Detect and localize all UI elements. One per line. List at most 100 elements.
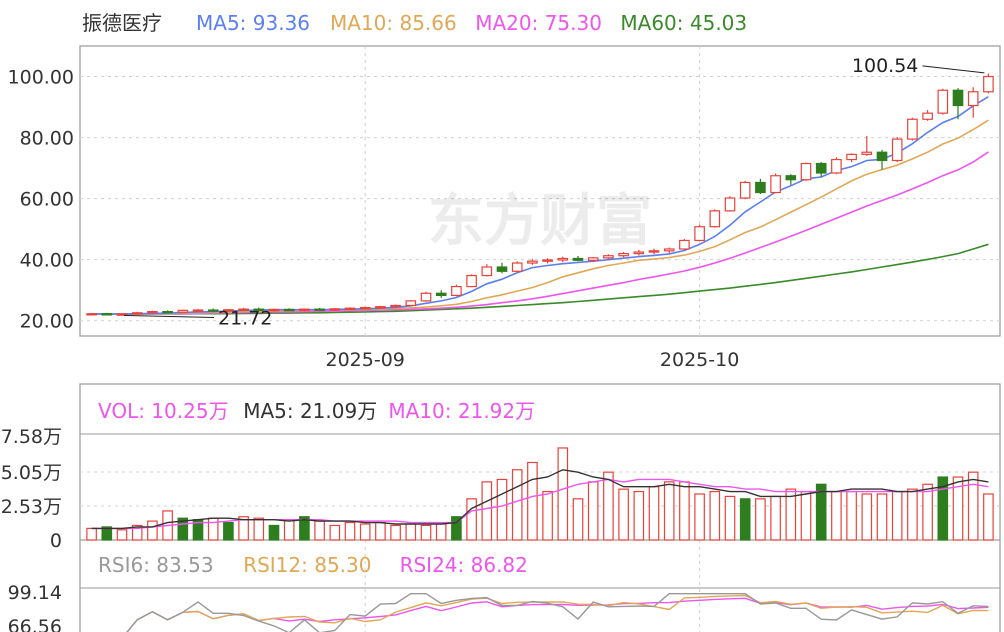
volume-panel-frame <box>79 383 1001 541</box>
candle-body <box>511 262 523 272</box>
ma60-line <box>91 243 989 315</box>
low-price-annotation: 21.72 <box>218 307 272 329</box>
candle <box>846 153 857 162</box>
candle <box>952 88 964 120</box>
volume-bar <box>709 490 721 541</box>
candle-body <box>131 312 143 315</box>
candle <box>603 254 614 260</box>
volume-legend-item-2: MA10: 21.92万 <box>388 399 535 423</box>
volume-bar <box>451 516 462 541</box>
low-price-pointer <box>123 314 215 318</box>
volume-legend-item-1: MA5: 21.09万 <box>243 399 377 423</box>
volume-bar <box>724 495 736 541</box>
candle-body <box>405 300 417 307</box>
candle <box>451 284 462 297</box>
volume-ytick-label: 0 <box>50 530 62 552</box>
high-price-pointer <box>922 65 985 74</box>
candle <box>116 313 128 316</box>
volume-bar <box>466 498 477 541</box>
volume-bar <box>344 521 356 541</box>
candle-body <box>694 226 705 242</box>
candle-body <box>420 292 432 302</box>
volume-bar <box>375 521 386 541</box>
candle-body <box>709 210 721 228</box>
candle-body <box>724 197 736 212</box>
candle <box>831 157 842 175</box>
volume-bar <box>101 526 113 541</box>
volume-bar <box>557 447 569 541</box>
volume-bar <box>983 493 994 541</box>
volume-bar <box>405 523 417 541</box>
volume-bar <box>147 520 158 541</box>
candle <box>420 291 432 302</box>
volume-bar <box>618 488 629 541</box>
candle <box>223 309 234 312</box>
volume-bar <box>496 478 508 541</box>
candle-body <box>435 292 447 296</box>
candle-body <box>891 138 903 162</box>
candle-body <box>147 310 158 314</box>
volume-bar <box>739 498 751 541</box>
rsi-ytick-label: 66.56 <box>8 616 62 632</box>
candle-body <box>739 181 751 199</box>
candle <box>587 256 599 263</box>
candle-body <box>451 285 462 296</box>
candle-body <box>663 248 675 252</box>
candle <box>405 299 417 307</box>
candle <box>283 308 295 312</box>
volume-bar <box>876 493 888 541</box>
rsi-legend-item-2: RSI24: 86.82 <box>400 553 528 577</box>
candle-body <box>618 252 629 257</box>
candle <box>253 307 265 311</box>
volume-ytick-label: 7.58万 <box>1 426 62 448</box>
candles <box>86 73 994 316</box>
volume-bar <box>663 481 675 541</box>
candle <box>876 149 888 170</box>
volume-bar <box>648 486 660 541</box>
candle-body <box>983 75 994 93</box>
volume-bar <box>314 520 325 541</box>
candle <box>192 308 204 312</box>
candle <box>663 247 675 254</box>
volume-bar <box>770 495 781 541</box>
candle-body <box>542 259 553 262</box>
candle-body <box>299 308 310 311</box>
volume-legend: VOL: 10.25万 MA5: 21.09万 MA10: 21.92万 <box>98 399 535 423</box>
candle <box>101 312 113 316</box>
candle-body <box>86 313 97 316</box>
candle-body <box>952 89 964 107</box>
candle <box>466 274 477 288</box>
price-legend-item-2: MA20: 75.30 <box>475 11 602 35</box>
candle-body <box>967 91 979 107</box>
candle-body <box>648 250 660 253</box>
candle-body <box>633 251 645 255</box>
rsi-legend-item-0: RSI6: 83.53 <box>98 553 214 577</box>
price-panel-frame <box>79 45 1001 337</box>
candle <box>496 262 508 274</box>
volume-legend-item-0: VOL: 10.25万 <box>98 399 229 423</box>
candle <box>785 174 797 185</box>
volume-bar <box>952 476 964 541</box>
candle-body <box>253 308 265 311</box>
candle <box>861 136 873 156</box>
volume-bar <box>542 490 553 541</box>
volume-bar <box>831 490 842 541</box>
rsi-lines <box>126 593 989 632</box>
candle <box>800 162 812 181</box>
volume-grid <box>80 471 1000 632</box>
volume-bars <box>86 447 994 541</box>
volume-bar <box>86 527 97 541</box>
candle <box>314 307 325 311</box>
watermark-text: 东方财富 <box>428 189 652 254</box>
volume-bar <box>922 483 933 541</box>
candle-body <box>770 175 781 194</box>
candle <box>299 308 310 312</box>
candle-body <box>283 308 295 312</box>
volume-ytick-label: 2.53万 <box>1 496 62 518</box>
candle <box>435 290 447 298</box>
volume-bar <box>223 521 234 541</box>
candle <box>755 178 766 195</box>
volume-bar <box>861 493 873 541</box>
rsi6-line <box>126 593 989 632</box>
